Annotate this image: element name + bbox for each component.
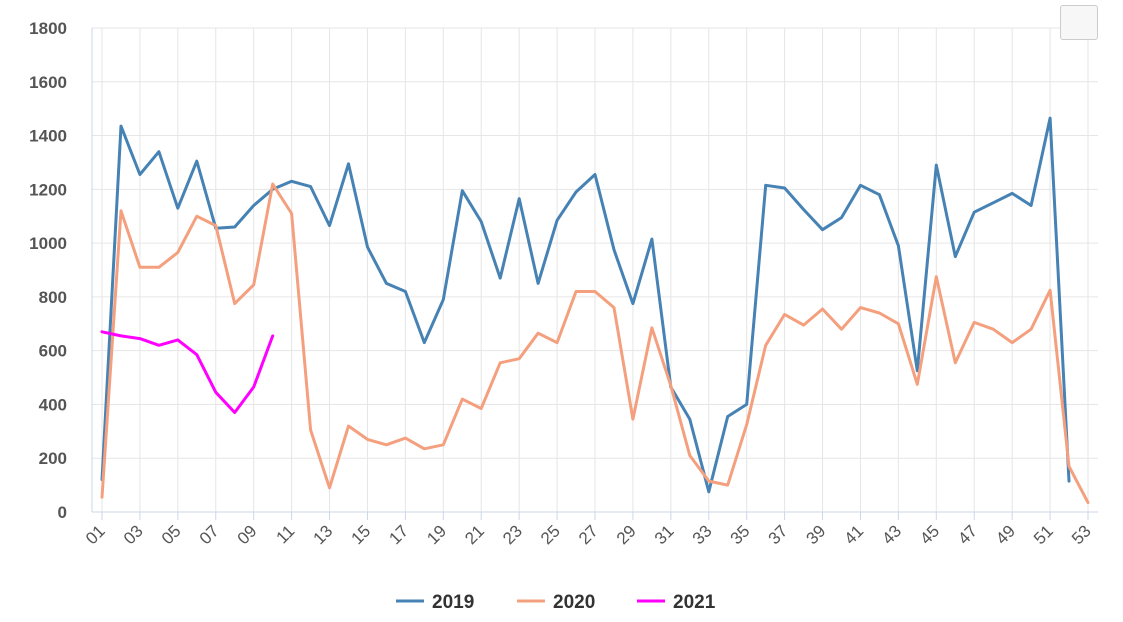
x-tick-label: 25 bbox=[537, 521, 564, 548]
y-tick-label: 800 bbox=[39, 288, 67, 307]
x-tick-label: 27 bbox=[575, 521, 602, 548]
legend[interactable]: 2019 2020 2021 bbox=[396, 592, 716, 613]
x-tick-label: 21 bbox=[461, 521, 488, 548]
x-tick-label: 47 bbox=[954, 521, 981, 548]
y-tick-label: 1200 bbox=[29, 180, 67, 199]
x-tick-label: 19 bbox=[423, 521, 450, 548]
series-line-2021 bbox=[100, 330, 275, 414]
x-tick-label: 15 bbox=[347, 521, 374, 548]
x-tick-label: 03 bbox=[120, 521, 147, 548]
y-tick-label: 200 bbox=[39, 449, 67, 468]
x-tick-label: 37 bbox=[765, 521, 792, 548]
y-axis-tick-labels: 0 200 400 600 800 1000 1200 1400 1600 1800 bbox=[29, 19, 67, 522]
x-tick-label: 45 bbox=[916, 521, 943, 548]
y-tick-label: 1000 bbox=[29, 234, 67, 253]
series-lines bbox=[100, 116, 1090, 505]
y-tick-label: 600 bbox=[39, 342, 67, 361]
y-tick-label: 0 bbox=[58, 503, 67, 522]
series-line-2020 bbox=[100, 182, 1090, 505]
x-tick-label: 01 bbox=[82, 521, 109, 548]
y-tick-label: 1600 bbox=[29, 73, 67, 92]
x-tick-label: 31 bbox=[651, 521, 678, 548]
x-tick-label: 49 bbox=[992, 521, 1019, 548]
x-tick-label: 53 bbox=[1068, 521, 1095, 548]
x-tick-label: 39 bbox=[803, 521, 830, 548]
x-tick-label: 09 bbox=[234, 521, 261, 548]
y-tick-label: 1400 bbox=[29, 127, 67, 146]
chart-menu-button[interactable] bbox=[1060, 5, 1098, 40]
x-tick-label: 17 bbox=[385, 521, 412, 548]
x-tick-label: 41 bbox=[840, 521, 867, 548]
grid-lines bbox=[91, 27, 1098, 520]
x-tick-label: 35 bbox=[727, 521, 754, 548]
series-line-2019 bbox=[100, 116, 1071, 494]
x-tick-label: 11 bbox=[273, 521, 299, 547]
legend-label: 2019 bbox=[432, 592, 474, 613]
x-tick-label: 51 bbox=[1030, 521, 1057, 548]
legend-item-2020[interactable]: 2020 bbox=[517, 592, 595, 613]
y-tick-label: 400 bbox=[39, 395, 67, 414]
x-tick-label: 23 bbox=[499, 521, 526, 548]
x-tick-label: 07 bbox=[196, 521, 223, 548]
x-tick-label: 13 bbox=[310, 521, 337, 548]
legend-label: 2020 bbox=[553, 592, 595, 613]
legend-item-2021[interactable]: 2021 bbox=[637, 592, 716, 613]
legend-item-2019[interactable]: 2019 bbox=[396, 592, 474, 613]
x-tick-label: 05 bbox=[158, 521, 185, 548]
x-tick-label: 29 bbox=[613, 521, 640, 548]
x-tick-label: 33 bbox=[689, 521, 716, 548]
x-axis-tick-labels: 01 03 05 07 09 11 13 15 17 19 21 23 25 27 29 31 33 35 37 39… bbox=[82, 521, 1095, 548]
legend-label: 2021 bbox=[673, 592, 716, 613]
x-tick-label: 43 bbox=[878, 521, 905, 548]
y-tick-label: 1800 bbox=[29, 19, 67, 38]
